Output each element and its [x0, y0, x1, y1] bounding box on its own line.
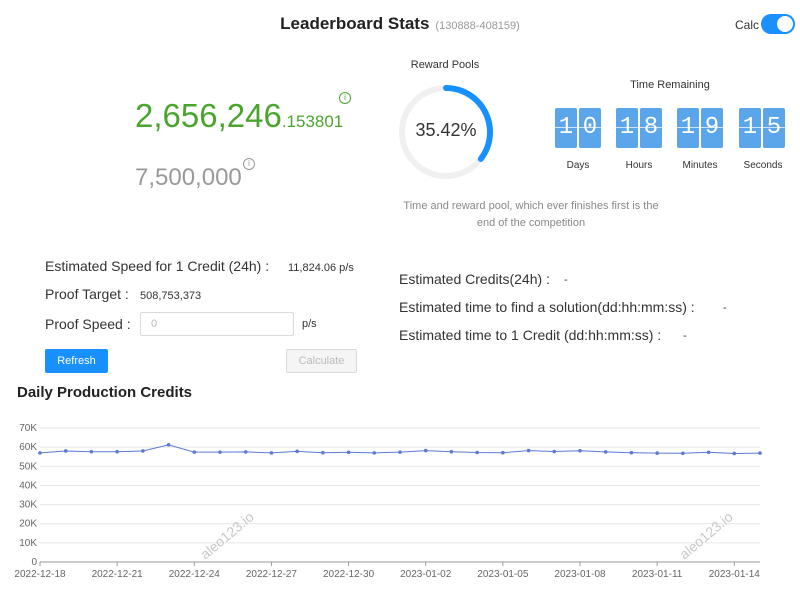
minutes-label: Minutes: [682, 160, 718, 171]
seconds-digit-2: 5: [763, 108, 785, 148]
info-circle-icon[interactable]: i: [339, 92, 351, 104]
proof-speed-label: Proof Speed :: [45, 316, 131, 332]
x-tick-label: 2023-01-11: [632, 569, 683, 580]
data-point: [526, 448, 531, 453]
proof-speed-input[interactable]: 0: [140, 312, 294, 336]
data-point: [398, 450, 402, 454]
calc-toggle[interactable]: [761, 14, 795, 34]
solution-time-value: -: [723, 302, 727, 314]
data-point: [603, 450, 608, 454]
y-tick-label: 70K: [19, 423, 37, 434]
hours-digit-1: 1: [616, 108, 638, 148]
data-point: [243, 450, 248, 454]
days-digit-2: 0: [579, 108, 601, 148]
time-remaining-label: Time Remaining: [630, 79, 710, 91]
data-point: [115, 449, 119, 454]
total-credits-frac: .153801: [281, 112, 344, 131]
speed-label: Estimated Speed for 1 Credit (24h) :: [45, 258, 270, 274]
data-point: [38, 451, 42, 455]
days-digit-1: 1: [555, 108, 577, 148]
reward-pool-note-line1: Time and reward pool, which ever finishe…: [403, 200, 659, 212]
toggle-knob: [777, 16, 793, 32]
reward-pool-progress-ring: [399, 85, 493, 179]
daily-production-chart: 0 10K 20K 30K 40K 50K 60K 70K 2022-12-18 2022-12-…: [14, 423, 762, 580]
y-tick-label: 0: [31, 557, 37, 568]
data-point: [501, 450, 505, 455]
proof-target-label: Proof Target :: [45, 286, 129, 302]
y-tick-label: 10K: [19, 538, 37, 549]
reward-pool-note: Time and reward pool, which ever finishe…: [396, 198, 666, 232]
refresh-button[interactable]: Refresh: [45, 349, 108, 373]
data-point: [629, 450, 634, 455]
data-point: [681, 451, 685, 456]
data-point: [655, 451, 659, 455]
seconds-digit-1: 1: [739, 108, 761, 148]
data-point: [218, 450, 222, 454]
y-tick-label: 60K: [19, 442, 37, 453]
data-point: [346, 450, 351, 455]
proof-speed-unit: p/s: [302, 318, 317, 330]
proof-target-value: 508,753,373: [140, 290, 202, 302]
data-point: [423, 448, 428, 453]
x-tick-label: 2023-01-05: [477, 569, 529, 580]
data-point: [578, 448, 582, 453]
y-tick-label: 50K: [19, 461, 37, 472]
days-label: Days: [566, 160, 590, 171]
x-tick-label: 2023-01-14: [709, 569, 761, 580]
data-point: [706, 450, 711, 455]
target-credits: 7,500,000: [135, 164, 242, 191]
data-point: [552, 449, 557, 454]
total-credits-int: 2,656,246: [135, 97, 282, 134]
reward-pool-label: Reward Pools: [410, 59, 480, 71]
data-point: [321, 450, 325, 455]
data-point: [63, 449, 68, 453]
data-point: [758, 451, 762, 455]
data-point: [269, 451, 274, 455]
x-tick-label: 2023-01-02: [400, 569, 452, 580]
info-circle-icon[interactable]: i: [243, 158, 255, 170]
x-tick-label: 2022-12-24: [169, 569, 221, 580]
data-point: [192, 450, 197, 454]
credit-time-value: -: [683, 330, 687, 342]
x-tick-label: 2022-12-21: [92, 569, 144, 580]
x-tick-label: 2022-12-18: [14, 569, 66, 580]
x-tick-label: 2022-12-30: [323, 569, 375, 580]
x-tick-label: 2023-01-08: [554, 569, 606, 580]
data-point: [475, 450, 479, 455]
estimated-credits-label: Estimated Credits(24h) :: [399, 271, 550, 287]
x-tick-label: 2022-12-27: [246, 569, 298, 580]
height-range: (130888-408159): [435, 20, 520, 32]
data-point: [449, 449, 454, 454]
estimated-credits-value: -: [564, 274, 568, 286]
page-title: Leaderboard Stats: [280, 14, 430, 33]
data-point: [141, 449, 145, 453]
calculate-button[interactable]: Calculate: [286, 349, 357, 373]
minutes-digit-2: 9: [701, 108, 723, 148]
data-point: [295, 449, 299, 454]
y-tick-label: 30K: [19, 500, 37, 511]
hours-label: Hours: [625, 160, 653, 171]
total-credits: 2,656,246.153801: [135, 97, 343, 135]
reward-pool-note-line2: end of the competition: [476, 217, 586, 229]
data-point: [372, 451, 377, 455]
calc-toggle-label: Calc: [735, 18, 760, 32]
seconds-label: Seconds: [743, 160, 783, 171]
data-point: [732, 451, 737, 456]
reward-pool-percent: 35.42%: [415, 120, 477, 140]
minutes-digit-1: 1: [677, 108, 699, 148]
y-tick-label: 40K: [19, 480, 37, 491]
speed-value: 11,824.06 p/s: [288, 262, 354, 274]
y-tick-label: 20K: [19, 519, 37, 530]
solution-time-label: Estimated time to find a solution(dd:hh:…: [399, 299, 695, 315]
page-title-row: Leaderboard Stats (130888-408159): [0, 14, 800, 34]
data-point: [89, 449, 94, 454]
credit-time-label: Estimated time to 1 Credit (dd:hh:mm:ss)…: [399, 327, 662, 343]
data-point: [166, 443, 171, 447]
hours-digit-2: 8: [640, 108, 662, 148]
chart-title: Daily Production Credits: [17, 384, 193, 401]
